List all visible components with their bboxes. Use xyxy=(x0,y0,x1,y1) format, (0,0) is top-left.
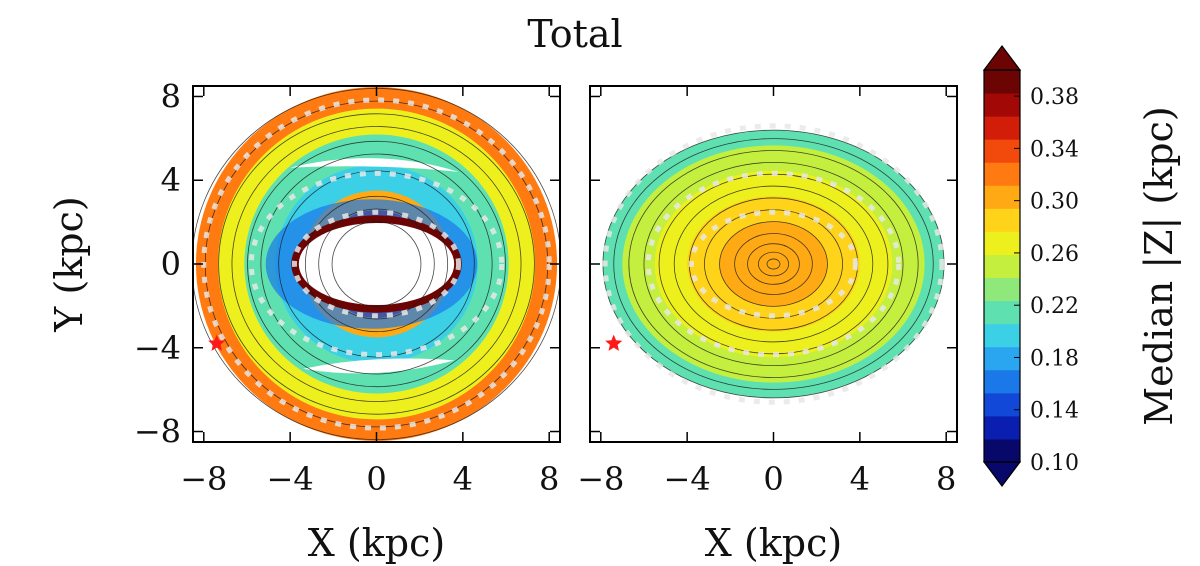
sun-marker xyxy=(605,334,623,351)
contour-line xyxy=(318,208,435,320)
arm-overlay xyxy=(291,209,462,319)
arm-overlay xyxy=(645,170,902,358)
arm-overlay xyxy=(602,123,945,405)
gap-arc-bottom xyxy=(303,358,455,374)
y-axis-label: Y (kpc) xyxy=(47,196,91,332)
colorbar-segment xyxy=(984,254,1020,279)
heat-ring xyxy=(762,255,785,273)
colorbar-segment xyxy=(984,415,1020,440)
gap-arc-top xyxy=(290,158,459,172)
colorbar-tick-label: 0.10 xyxy=(1030,451,1079,476)
colorbar-extend-top xyxy=(982,45,1022,71)
y-tick-label: 8 xyxy=(161,77,181,115)
x-tick-label: 4 xyxy=(453,460,473,498)
colorbar-label: Median |Z| (kpc) xyxy=(1137,106,1181,425)
y-tick-label: −8 xyxy=(134,413,181,451)
x-tick-label: −4 xyxy=(664,460,711,498)
contour-line xyxy=(734,233,813,295)
x-tick-label: 8 xyxy=(539,460,559,498)
colorbar-segment xyxy=(984,116,1020,140)
colorbar-segment xyxy=(984,369,1020,394)
y-tick-label: 4 xyxy=(161,161,181,199)
contour-line xyxy=(613,138,934,390)
colorbar-segment xyxy=(984,346,1020,371)
colorbar-tick-label: 0.22 xyxy=(1030,294,1079,319)
sun-marker xyxy=(208,334,226,351)
colorbar-extend-bottom xyxy=(982,461,1022,487)
heatmap-area xyxy=(602,123,945,405)
inner-hole xyxy=(298,222,455,306)
colorbar-segment xyxy=(984,93,1020,117)
colorbar: 0.38 0.34 0.30 0.26 0.22 0.18 0.14 0.10 Median |… xyxy=(982,45,1181,487)
colorbar-segment xyxy=(984,139,1020,163)
contour-line xyxy=(260,153,493,375)
x-tick-label: 0 xyxy=(763,460,783,498)
contour-line xyxy=(304,195,449,333)
contour-line xyxy=(757,251,790,277)
arm-overlay xyxy=(688,209,859,319)
colorbar-frame xyxy=(983,69,1021,463)
y-tick-label: 0 xyxy=(161,245,181,283)
contour-line xyxy=(766,258,781,270)
arm-overlay xyxy=(201,97,552,431)
right-panel: −8 −4 0 4 8 X (kpc) xyxy=(577,85,958,565)
x-axis-label: X (kpc) xyxy=(705,521,842,565)
x-tick-label: 0 xyxy=(366,460,386,498)
colorbar-segment xyxy=(984,438,1020,463)
colorbar-segment xyxy=(984,277,1020,302)
contour-line xyxy=(643,161,904,367)
colorbar-segment xyxy=(984,231,1020,255)
colorbar-tick-label: 0.38 xyxy=(1030,85,1079,110)
contour-line xyxy=(218,113,535,415)
heatmap-area xyxy=(193,86,560,442)
colorbar-segment xyxy=(984,70,1020,94)
y-tick-label: −4 xyxy=(134,329,181,367)
x-tick-label: −8 xyxy=(180,460,227,498)
colorbar-tick-label: 0.30 xyxy=(1030,190,1079,215)
x-tick-label: 4 xyxy=(850,460,870,498)
colorbar-segment xyxy=(984,208,1020,232)
left-panel: −8 −4 0 4 8 8 4 0 −4 −8 X (kpc) Y (kpc) xyxy=(47,77,561,565)
colorbar-tick-label: 0.18 xyxy=(1030,346,1079,371)
contour-line xyxy=(747,243,800,285)
colorbar-tick-label: 0.26 xyxy=(1030,242,1079,267)
contour-line xyxy=(231,126,522,402)
x-axis-label: X (kpc) xyxy=(308,521,445,565)
colorbar-segment xyxy=(984,300,1020,325)
colorbar-segment xyxy=(984,323,1020,348)
colorbar-segment xyxy=(984,392,1020,417)
x-tick-label: −4 xyxy=(267,460,314,498)
x-tick-label: 8 xyxy=(936,460,956,498)
contour-line xyxy=(331,221,422,307)
arm-overlay xyxy=(248,170,505,358)
x-tick-label: −8 xyxy=(577,460,624,498)
colorbar-segment xyxy=(984,185,1020,209)
contour-line xyxy=(247,140,506,388)
colorbar-tick-label: 0.14 xyxy=(1030,399,1079,424)
colorbar-tick-label: 0.34 xyxy=(1030,137,1079,162)
contour-line xyxy=(628,150,919,378)
contour-line xyxy=(719,221,828,307)
contour-line xyxy=(673,185,874,343)
colorbar-segment xyxy=(984,162,1020,186)
figure-title: Total xyxy=(527,12,623,56)
